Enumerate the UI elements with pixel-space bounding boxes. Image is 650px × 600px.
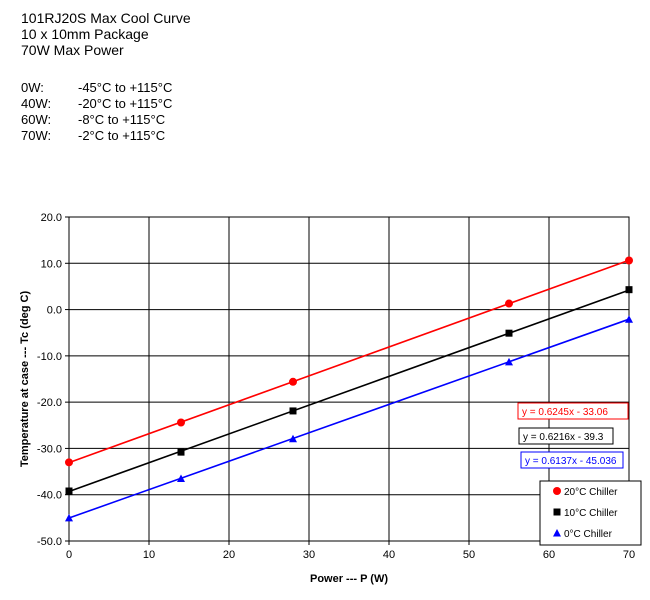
- x-tick-label: 50: [463, 549, 475, 561]
- spec-label: 0W:: [21, 80, 44, 95]
- data-point: [289, 434, 297, 443]
- equation-label: y = 0.6216x - 39.3: [523, 432, 604, 443]
- y-tick-label: -10.0: [37, 351, 62, 363]
- spec-label: 70W:: [21, 128, 52, 143]
- x-tick-label: 10: [143, 549, 155, 561]
- x-tick-label: 30: [303, 549, 315, 561]
- x-tick-label: 40: [383, 549, 395, 561]
- title-line-3: 70W Max Power: [21, 42, 124, 58]
- y-tick-label: 20.0: [41, 212, 62, 224]
- spec-row-40w: 40W: -20°C to +115°C: [21, 96, 172, 112]
- title-line-1: 101RJ20S Max Cool Curve: [21, 10, 191, 26]
- legend-label: 20°C Chiller: [564, 487, 618, 498]
- equation-box: [518, 427, 614, 445]
- x-tick-label: 0: [66, 549, 72, 561]
- spec-label: 60W:: [21, 112, 52, 127]
- equation-box: [517, 402, 629, 420]
- data-point: [505, 357, 513, 366]
- chart-header: 101RJ20S Max Cool Curve 10 x 10mm Packag…: [21, 10, 191, 58]
- y-tick-label: 0.0: [47, 305, 62, 317]
- data-point: [65, 513, 73, 522]
- spec-value: -8°C to +115°C: [78, 112, 166, 127]
- spec-label: 40W:: [21, 96, 52, 111]
- data-point: [65, 458, 73, 467]
- data-point: [65, 487, 73, 495]
- data-point: [177, 448, 185, 456]
- equation-label: y = 0.6137x - 45.036: [525, 456, 617, 467]
- spec-row-60w: 60W: -8°C to +115°C: [21, 112, 172, 128]
- series-0-c-chiller: [65, 315, 633, 522]
- x-tick-label: 70: [623, 549, 635, 561]
- trendline: [68, 259, 630, 464]
- legend-label: 0°C Chiller: [564, 529, 613, 540]
- tick-labels: 0 10 20 30 40 50 60 70 20.0 10.0 0.0 -10.0 -20.0 -30.…: [37, 212, 635, 561]
- legend-marker: [553, 508, 561, 516]
- equation-box: [520, 451, 624, 469]
- data-point: [177, 474, 185, 483]
- data-series: [65, 256, 633, 522]
- equation-label: y = 0.6245x - 33.06: [522, 407, 608, 418]
- title-line-2: 10 x 10mm Package: [21, 26, 149, 42]
- trendline-equations: y = 0.6245x - 33.06 y = 0.6216x - 39.3 y =…: [517, 402, 629, 469]
- data-point: [505, 299, 513, 308]
- data-point: [625, 286, 633, 294]
- spec-row-70w: 70W: -2°C to +115°C: [21, 128, 172, 144]
- data-point: [625, 256, 633, 265]
- data-point: [625, 315, 633, 323]
- x-tick-label: 20: [223, 549, 235, 561]
- y-axis-title: Temperature at case --- Tc (deg C): [19, 291, 31, 468]
- legend-marker: [553, 529, 561, 537]
- power-specs: 0W: -45°C to +115°C 40W: -20°C to +115°C 6…: [21, 80, 172, 144]
- data-point: [177, 418, 185, 427]
- trendline: [68, 289, 630, 493]
- y-tick-label: -50.0: [37, 536, 62, 548]
- legend: 20°C Chiller 10°C Chiller 0°C Chiller: [539, 480, 642, 546]
- y-tick-label: -40.0: [37, 490, 62, 502]
- spec-value: -45°C to +115°C: [78, 80, 173, 95]
- series-20-c-chiller: [65, 256, 633, 467]
- plot-border: [68, 216, 630, 542]
- grid-lines: [65, 216, 630, 545]
- y-tick-label: -30.0: [37, 443, 62, 455]
- x-axis-title: Power --- P (W): [310, 573, 388, 585]
- y-tick-label: -20.0: [37, 397, 62, 409]
- legend-label: 10°C Chiller: [564, 508, 618, 519]
- data-point: [289, 407, 297, 415]
- data-point: [289, 377, 297, 386]
- trendline: [68, 318, 630, 519]
- spec-row-0w: 0W: -45°C to +115°C: [21, 80, 172, 96]
- series-10-c-chiller: [65, 286, 633, 495]
- spec-value: -2°C to +115°C: [78, 128, 166, 143]
- plot-area: [69, 217, 629, 541]
- legend-marker: [553, 487, 561, 495]
- y-tick-label: 10.0: [41, 258, 62, 270]
- spec-value: -20°C to +115°C: [78, 96, 173, 111]
- x-tick-label: 60: [543, 549, 555, 561]
- data-point: [505, 329, 513, 337]
